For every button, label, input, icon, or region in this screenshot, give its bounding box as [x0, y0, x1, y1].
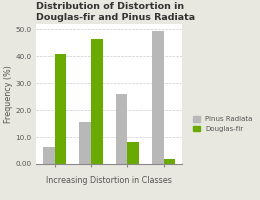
Legend: Pinus Radiata, Douglas-fir: Pinus Radiata, Douglas-fir — [191, 115, 254, 133]
Bar — [116, 94, 127, 164]
Bar — [91, 39, 103, 164]
Bar — [43, 146, 55, 164]
Bar — [79, 122, 91, 164]
Bar — [127, 142, 139, 164]
Y-axis label: Frequency (%): Frequency (%) — [4, 65, 13, 123]
Bar — [164, 159, 176, 164]
Bar — [152, 31, 164, 164]
X-axis label: Increasing Distortion in Classes: Increasing Distortion in Classes — [46, 176, 172, 185]
Text: Distribution of Distortion in
Douglas-fir and Pinus Radiata: Distribution of Distortion in Douglas-fi… — [36, 2, 196, 22]
Bar — [55, 54, 66, 164]
